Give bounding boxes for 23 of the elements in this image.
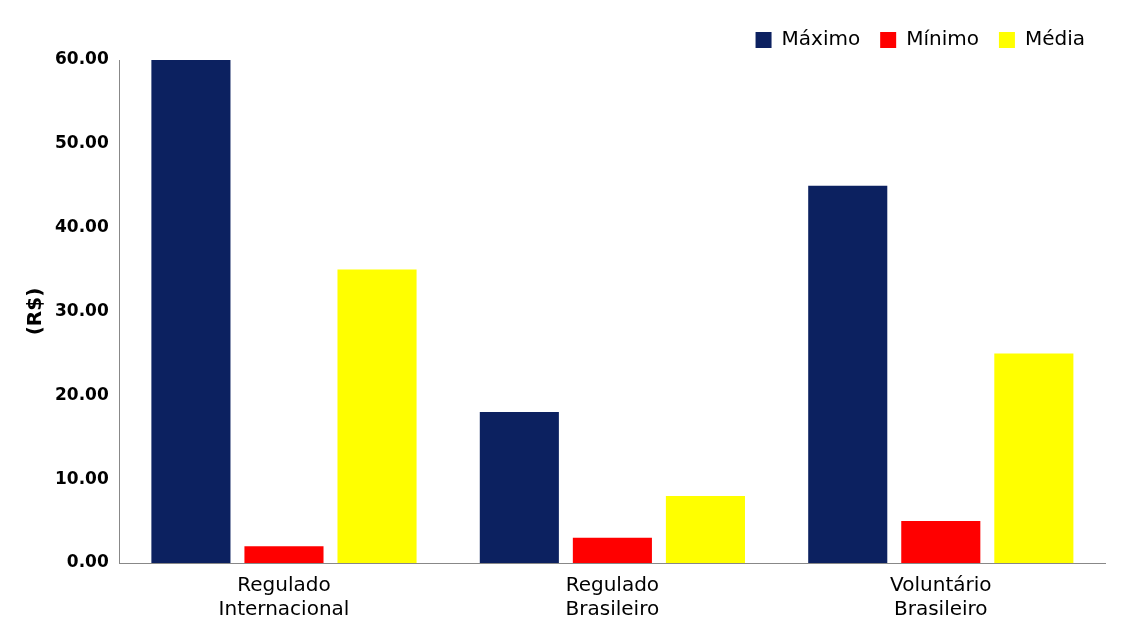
y-tick-label: 60.00: [54, 48, 109, 69]
legend-label: Máximo: [781, 26, 861, 51]
y-tick-label: 40.00: [54, 216, 109, 237]
x-tick-label: Regulado Brasileiro: [565, 572, 660, 621]
x-tick-label: Regulado Internacional: [218, 572, 350, 621]
bar: [337, 269, 417, 563]
y-tick-label: 10.00: [54, 467, 109, 488]
bar: [479, 412, 559, 563]
bar: [994, 353, 1074, 563]
bar: [572, 537, 652, 563]
bar: [151, 60, 231, 563]
bar: [665, 495, 745, 563]
bar: [808, 185, 888, 563]
x-tick-label: Voluntário Brasileiro: [890, 572, 992, 621]
y-tick-label: 30.00: [54, 299, 109, 320]
y-axis-title: (R$): [22, 287, 47, 336]
bar: [244, 546, 324, 563]
y-tick-label: 0.00: [66, 551, 109, 572]
bar: [901, 521, 981, 563]
y-tick-label: 20.00: [54, 383, 109, 404]
legend-label: Média: [1024, 26, 1086, 51]
legend-label: Mínimo: [906, 26, 979, 51]
y-tick-label: 50.00: [54, 132, 109, 153]
